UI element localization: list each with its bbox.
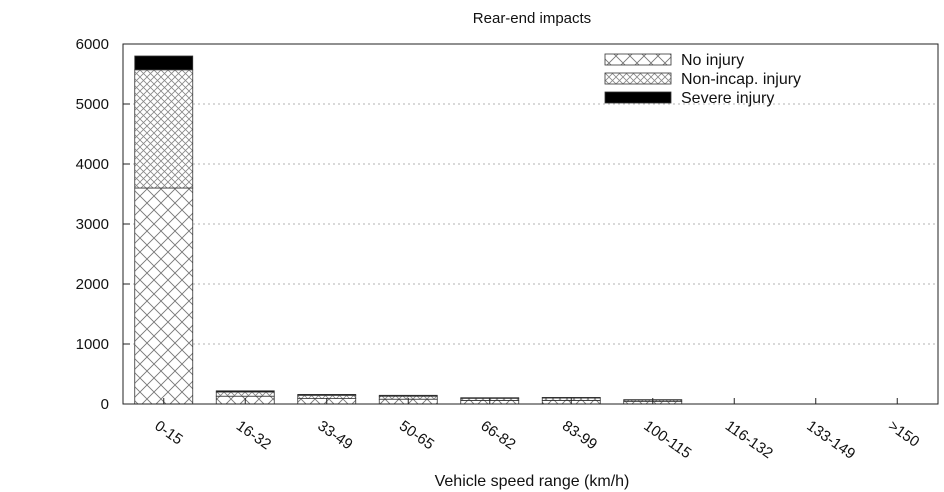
x-tick-label: 83-99: [559, 417, 600, 453]
x-tick-label: 66-82: [477, 417, 518, 453]
x-axis: 0-15 16-32 33-49 50-65 66-82 83-99 100-115 116-…: [151, 398, 922, 463]
x-tick-label: 16-32: [233, 417, 274, 453]
y-tick-label: 4000: [76, 156, 109, 173]
bar-segment: [215, 391, 275, 397]
y-tick-label: 0: [101, 396, 109, 413]
bar-segment: [134, 55, 194, 71]
x-tick-label: 116-132: [722, 417, 776, 462]
y-tick-label: 5000: [76, 96, 109, 113]
x-tick-label: 33-49: [314, 417, 355, 453]
x-tick-label: 133-149: [803, 417, 858, 463]
legend-label: Non-incap. injury: [681, 71, 801, 88]
bar-segment: [541, 396, 601, 399]
chart-title: Rear-end impacts: [473, 10, 591, 27]
y-tick-label: 6000: [76, 36, 109, 53]
x-tick-label: >150: [885, 417, 922, 450]
x-axis-label: Vehicle speed range (km/h): [435, 473, 630, 490]
legend-swatch: [604, 53, 672, 66]
bar-segment: [215, 390, 275, 393]
x-tick-label: 0-15: [151, 417, 185, 448]
legend: No injury Non-incap. injury Severe injury: [604, 52, 801, 107]
legend-swatch: [604, 72, 672, 85]
bar-segment: [378, 394, 438, 397]
gridlines: [123, 103, 938, 345]
plot-frame: [122, 43, 939, 405]
y-tick-label: 3000: [76, 216, 109, 233]
legend-swatch: [604, 91, 672, 104]
x-tick-label: 100-115: [640, 417, 694, 462]
legend-label: Severe injury: [681, 90, 774, 107]
y-axis: 0 1000 2000 3000 4000 5000 6000: [76, 36, 130, 413]
legend-label: No injury: [681, 52, 744, 69]
bar-segment: [297, 393, 357, 396]
y-tick-label: 1000: [76, 336, 109, 353]
y-tick-label: 2000: [76, 276, 109, 293]
x-tick-label: 50-65: [396, 417, 437, 453]
bar-segment: [134, 187, 194, 405]
bars: [134, 55, 683, 405]
bar-segment: [134, 69, 194, 189]
